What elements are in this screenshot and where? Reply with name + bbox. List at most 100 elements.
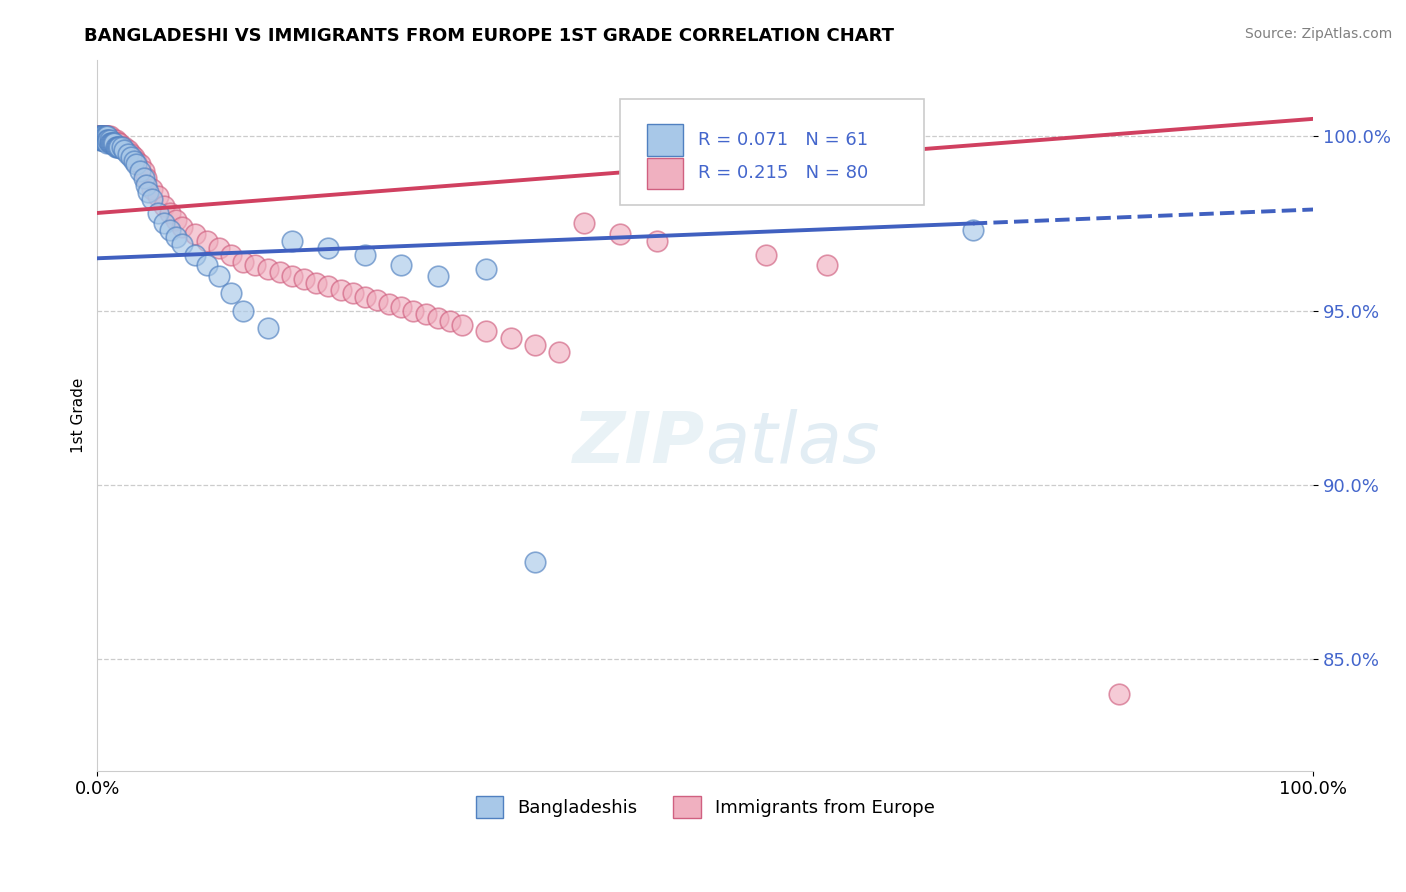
Point <box>103 136 125 151</box>
Point <box>245 258 267 272</box>
Point <box>389 300 412 314</box>
Point <box>572 216 595 230</box>
Point <box>645 234 668 248</box>
Point <box>105 136 128 151</box>
Point <box>111 140 134 154</box>
Point <box>104 140 127 154</box>
Point <box>389 258 412 272</box>
Point <box>98 129 121 144</box>
Point <box>120 150 142 164</box>
Point <box>98 136 121 151</box>
Point <box>609 227 631 241</box>
Point <box>146 206 169 220</box>
Point <box>93 133 115 147</box>
Point <box>439 314 461 328</box>
Point <box>219 286 242 301</box>
Point <box>548 345 571 359</box>
Point <box>117 143 139 157</box>
Text: Source: ZipAtlas.com: Source: ZipAtlas.com <box>1244 27 1392 41</box>
Point <box>475 261 498 276</box>
Y-axis label: 1st Grade: 1st Grade <box>72 377 86 453</box>
Point <box>97 133 120 147</box>
Point <box>93 129 115 144</box>
Point <box>138 185 160 199</box>
Text: ZIP: ZIP <box>574 409 706 478</box>
Point <box>219 248 242 262</box>
Point <box>90 129 112 144</box>
Point <box>524 338 547 352</box>
Point <box>129 157 152 171</box>
Point <box>195 258 218 272</box>
Point <box>90 129 112 144</box>
Point <box>183 248 205 262</box>
Point <box>318 241 340 255</box>
Point <box>524 555 547 569</box>
Point <box>232 303 254 318</box>
Point <box>105 140 128 154</box>
Point <box>93 133 115 147</box>
Point <box>451 318 474 332</box>
Point <box>353 248 375 262</box>
Point <box>93 129 115 144</box>
Point <box>93 129 115 144</box>
Point <box>353 290 375 304</box>
Point <box>87 129 110 144</box>
Point <box>165 213 187 227</box>
Point <box>96 129 118 144</box>
Point <box>135 171 157 186</box>
FancyBboxPatch shape <box>620 99 924 205</box>
Point <box>366 293 388 307</box>
Point <box>755 248 778 262</box>
Legend: Bangladeshis, Immigrants from Europe: Bangladeshis, Immigrants from Europe <box>468 789 942 826</box>
FancyBboxPatch shape <box>647 158 683 189</box>
Point <box>94 129 117 144</box>
Point <box>426 268 449 283</box>
Point <box>97 129 120 144</box>
Point <box>100 133 122 147</box>
Point <box>117 146 139 161</box>
Point <box>93 133 115 147</box>
Point <box>103 133 125 147</box>
Point <box>755 181 778 195</box>
Point <box>87 129 110 144</box>
Text: atlas: atlas <box>706 409 880 478</box>
Point <box>256 321 278 335</box>
Point <box>107 136 129 151</box>
Point <box>93 129 115 144</box>
Point <box>815 258 838 272</box>
Point <box>125 153 148 168</box>
Point <box>91 129 114 144</box>
Point <box>141 192 163 206</box>
Text: BANGLADESHI VS IMMIGRANTS FROM EUROPE 1ST GRADE CORRELATION CHART: BANGLADESHI VS IMMIGRANTS FROM EUROPE 1S… <box>84 27 894 45</box>
Point <box>122 153 145 168</box>
Point <box>96 136 118 151</box>
Point <box>91 129 114 144</box>
Point <box>146 188 169 202</box>
Point <box>89 133 111 147</box>
Point <box>129 164 152 178</box>
Point <box>165 230 187 244</box>
Point <box>93 129 115 144</box>
Point <box>962 223 984 237</box>
Point <box>172 237 194 252</box>
Point <box>256 261 278 276</box>
Point <box>426 310 449 325</box>
Point <box>87 129 110 144</box>
Point <box>208 241 231 255</box>
Point <box>108 140 131 154</box>
Point <box>305 276 328 290</box>
Point <box>90 129 112 144</box>
Point <box>292 272 315 286</box>
Point <box>378 296 401 310</box>
Point <box>96 133 118 147</box>
Point <box>89 129 111 144</box>
Point <box>94 129 117 144</box>
Point <box>87 129 110 144</box>
Point <box>101 136 124 151</box>
FancyBboxPatch shape <box>647 124 683 155</box>
Point <box>112 143 135 157</box>
Point <box>94 133 117 147</box>
Point <box>90 129 112 144</box>
Point <box>125 157 148 171</box>
Point <box>104 133 127 147</box>
